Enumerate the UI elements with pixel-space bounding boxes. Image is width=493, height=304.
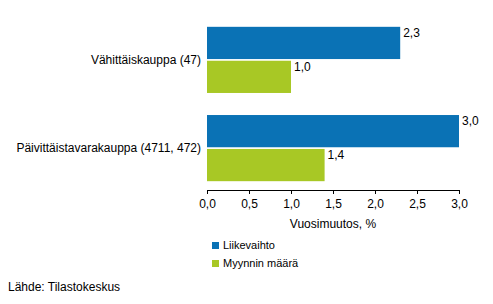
- x-tick-label: 1,0: [283, 197, 300, 211]
- plot: 0,0 0,5 1,0 1,5 2,0 2,5 3,0 Vähittäiskauppa (47…: [16, 26, 479, 211]
- data-label: 1,0: [294, 60, 311, 74]
- x-axis-title: Vuosimuutos, %: [290, 217, 377, 231]
- x-axis: 0,0 0,5 1,0 1,5 2,0 2,5 3,0: [199, 190, 468, 211]
- x-tick: 1,0: [283, 190, 300, 211]
- x-tick-label: 1,5: [325, 197, 342, 211]
- x-axis-line: [208, 191, 460, 195]
- category-label: Päivittäistavarakauppa (4711, 472): [16, 141, 201, 155]
- data-labels: 2,3 3,0 1,0 1,4: [294, 26, 479, 162]
- bar: [207, 115, 459, 147]
- x-tick-label: 3,0: [451, 197, 468, 211]
- bars: [207, 27, 459, 181]
- y-axis: Vähittäiskauppa (47) Päivittäistavarakaup…: [16, 53, 207, 155]
- bar: [207, 149, 325, 181]
- legend-swatch: [212, 260, 219, 267]
- x-tick-label: 2,0: [367, 197, 384, 211]
- x-tick-mark: [459, 190, 460, 194]
- x-tick-mark: [207, 190, 208, 194]
- x-tick: 2,0: [367, 190, 384, 211]
- legend-label: Liikevaihto: [223, 239, 275, 251]
- source: Lähde: Tilastokeskus: [8, 280, 120, 294]
- legend-swatch: [212, 242, 219, 249]
- bar: [207, 61, 291, 93]
- x-tick: 1,5: [325, 190, 342, 211]
- x-tick: 3,0: [451, 190, 468, 211]
- chart: 0,0 0,5 1,0 1,5 2,0 2,5 3,0 Vähittäiskauppa (47…: [0, 0, 493, 304]
- legend-item: Myynnin määrä: [212, 257, 299, 269]
- data-label: 3,0: [462, 114, 479, 128]
- x-tick-label: 2,5: [409, 197, 426, 211]
- x-tick: 0,0: [199, 190, 216, 211]
- bar: [207, 27, 400, 59]
- x-tick-mark: [333, 190, 334, 194]
- x-tick-mark: [417, 190, 418, 194]
- legend-label: Myynnin määrä: [223, 257, 299, 269]
- category-label: Vähittäiskauppa (47): [91, 53, 201, 67]
- x-tick: 0,5: [241, 190, 258, 211]
- data-label: 1,4: [328, 148, 345, 162]
- x-tick-label: 0,5: [241, 197, 258, 211]
- y-tick: Vähittäiskauppa (47): [91, 53, 207, 67]
- x-tick: 2,5: [409, 190, 426, 211]
- x-tick-mark: [375, 190, 376, 194]
- x-tick-mark: [291, 190, 292, 194]
- y-tick: Päivittäistavarakauppa (4711, 472): [16, 141, 207, 155]
- x-tick-label: 0,0: [199, 197, 216, 211]
- legend-item: Liikevaihto: [212, 239, 275, 251]
- x-tick-mark: [249, 190, 250, 194]
- data-label: 2,3: [403, 26, 420, 40]
- legend: Liikevaihto Myynnin määrä: [212, 239, 299, 269]
